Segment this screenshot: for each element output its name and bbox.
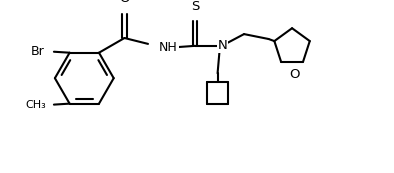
Text: O: O xyxy=(289,68,299,81)
Text: N: N xyxy=(217,39,227,52)
Text: CH₃: CH₃ xyxy=(25,100,46,110)
Text: Br: Br xyxy=(30,45,44,58)
Text: NH: NH xyxy=(159,41,178,54)
Text: S: S xyxy=(191,0,199,12)
Text: O: O xyxy=(119,0,130,5)
